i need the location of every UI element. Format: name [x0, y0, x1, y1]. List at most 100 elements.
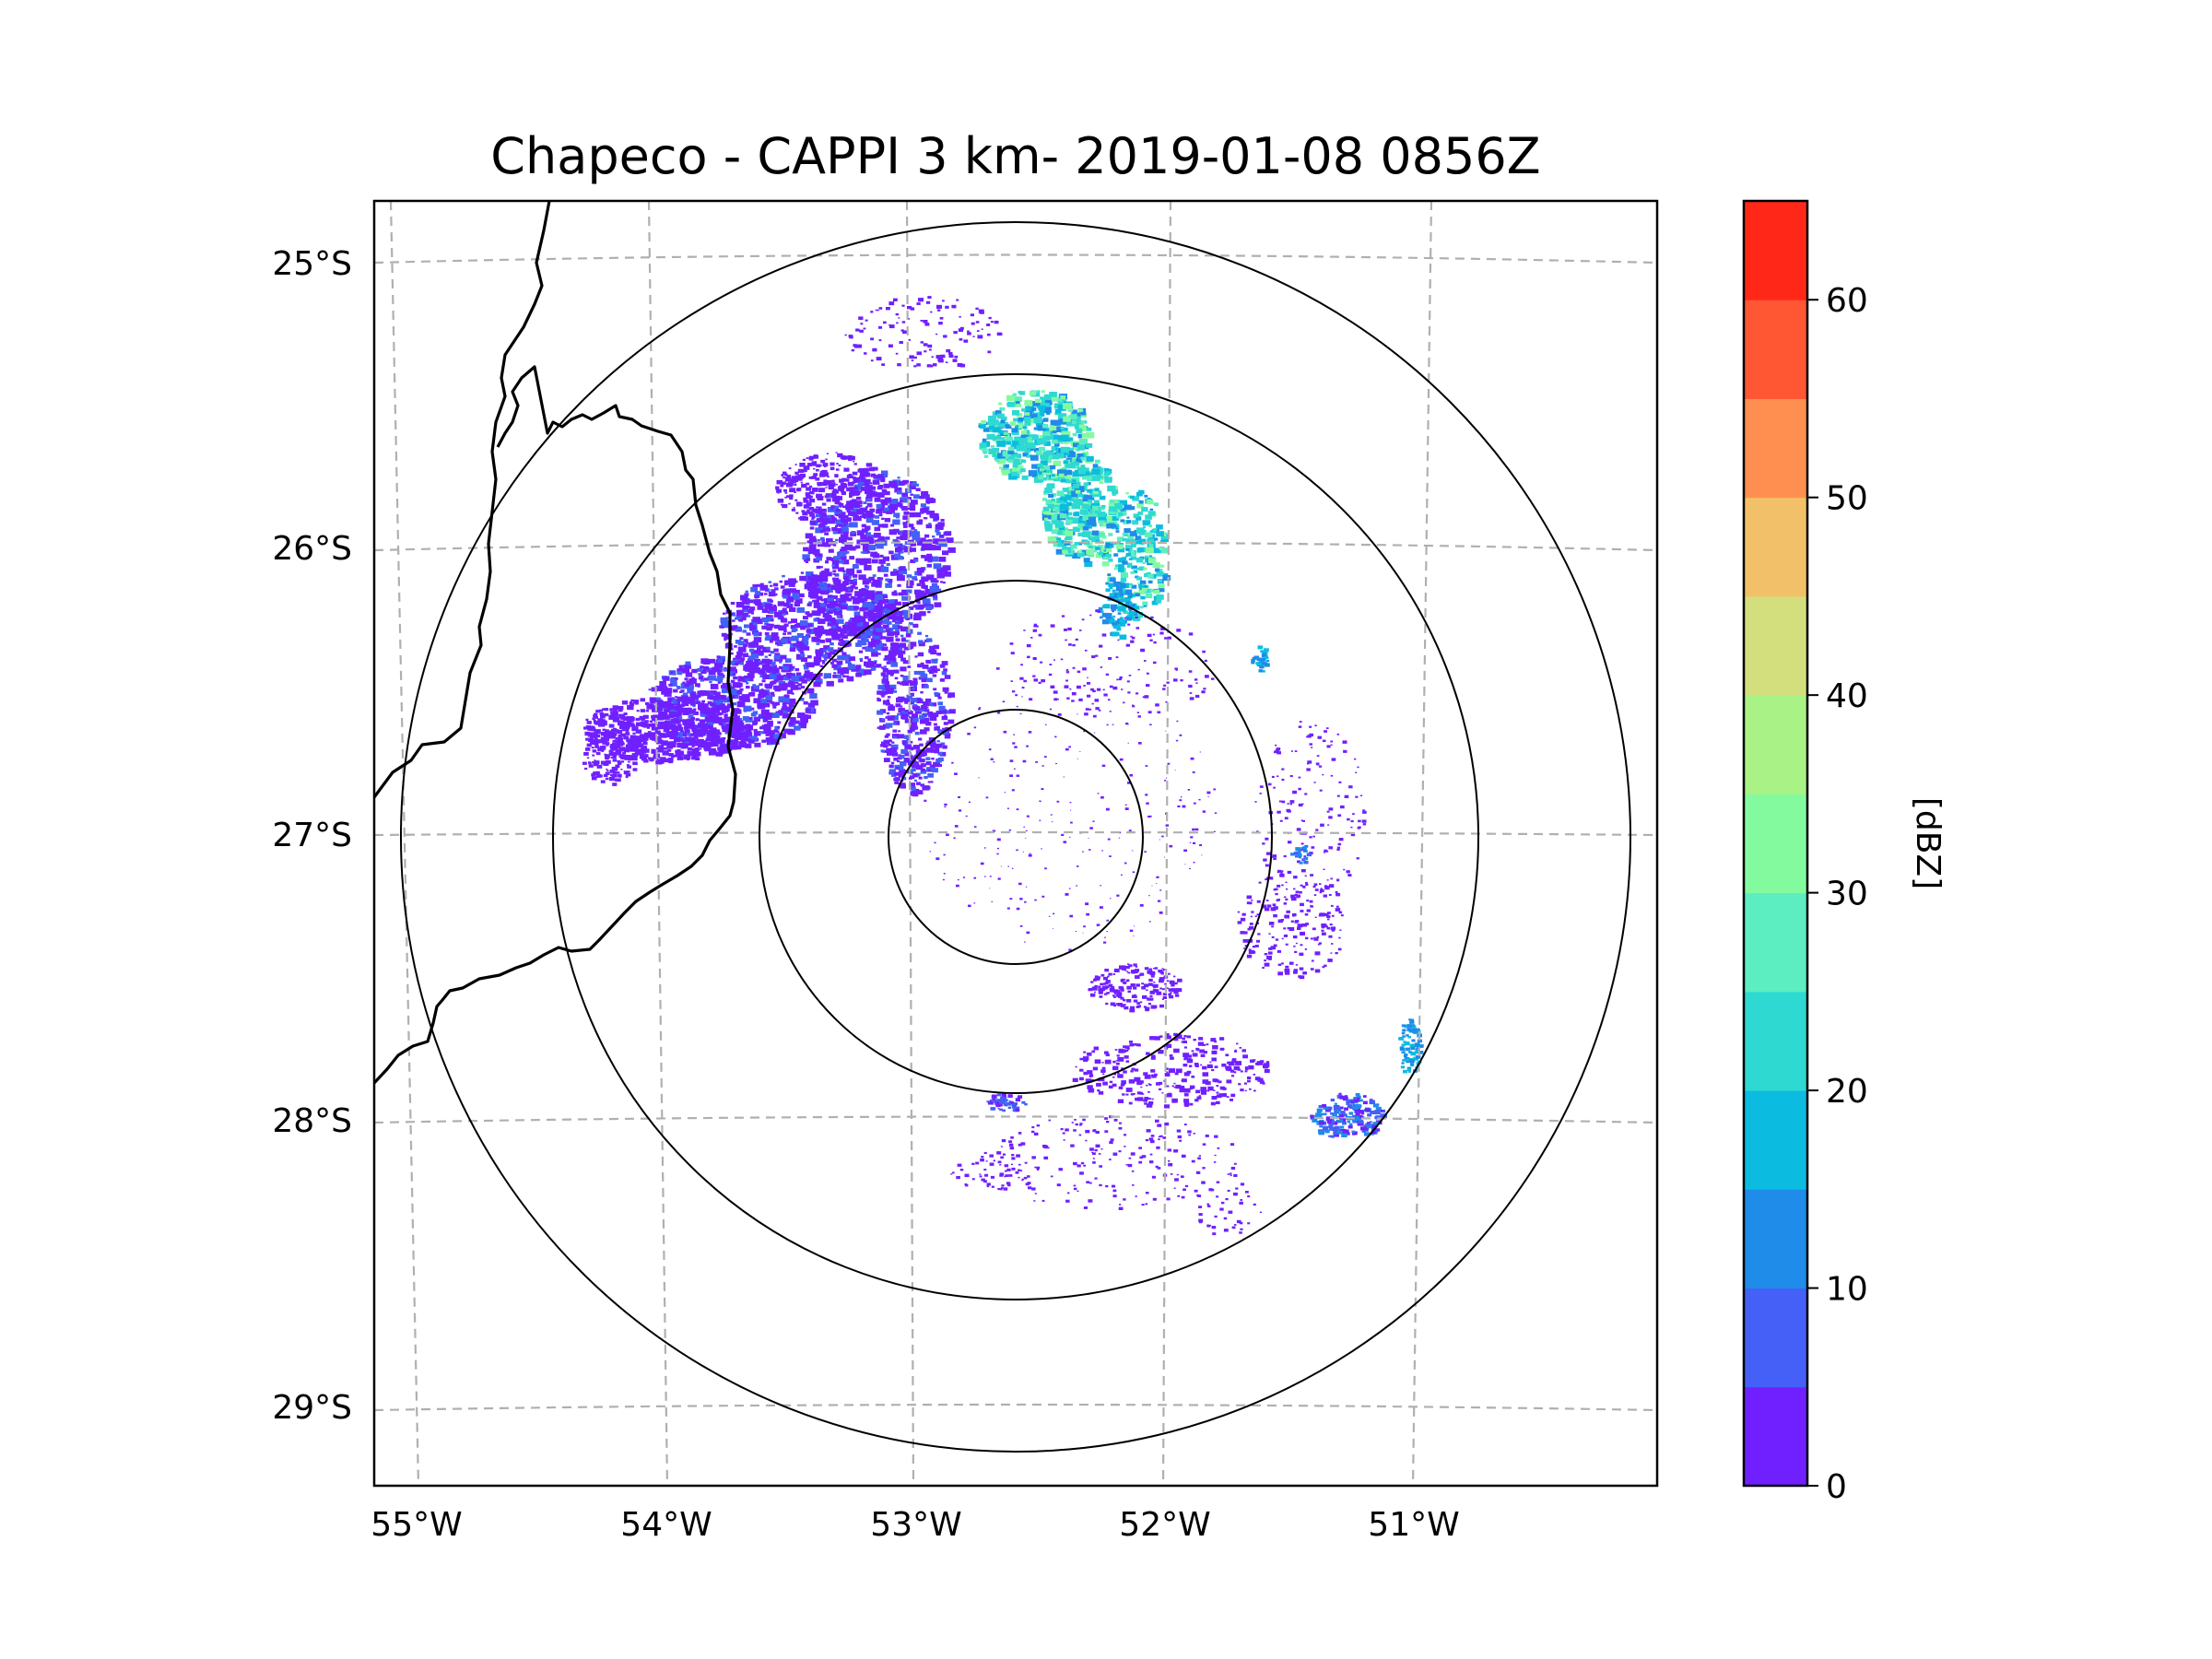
radar-echo-pixel	[1200, 1064, 1203, 1066]
radar-echo-pixel	[888, 324, 895, 329]
radar-echo-pixel	[996, 441, 1006, 447]
radar-echo-pixel	[824, 578, 828, 581]
radar-echo-pixel	[748, 599, 754, 604]
radar-echo-pixel	[918, 752, 925, 757]
radar-echo-pixel	[766, 715, 772, 720]
radar-echo-pixel	[730, 653, 734, 655]
radar-echo-pixel	[928, 649, 935, 653]
radar-echo-pixel	[844, 334, 847, 336]
radar-echo-pixel	[819, 665, 824, 667]
radar-echo-pixel	[799, 463, 806, 467]
radar-echo-pixel	[867, 641, 877, 648]
radar-echo-pixel	[1109, 586, 1113, 590]
radar-echo-pixel	[1095, 547, 1100, 550]
radar-echo-pixel	[940, 519, 945, 522]
radar-echo-pixel	[623, 712, 628, 716]
radar-echo-pixel	[823, 520, 828, 524]
radar-echo-pixel	[956, 884, 959, 888]
radar-echo-pixel	[1126, 971, 1129, 972]
radar-echo-pixel	[907, 644, 914, 649]
radar-echo-pixel	[1153, 982, 1156, 983]
radar-echo-pixel	[900, 657, 906, 662]
radar-echo-pixel	[594, 745, 600, 748]
radar-echo-pixel	[875, 650, 878, 653]
radar-echo-pixel	[1147, 815, 1151, 818]
radar-echo-pixel	[895, 638, 900, 641]
radar-echo-pixel	[758, 592, 764, 596]
radar-echo-pixel	[1147, 997, 1151, 1001]
radar-echo-pixel	[1021, 459, 1027, 464]
radar-echo-pixel	[682, 719, 688, 723]
radar-echo-pixel	[878, 485, 884, 488]
radar-echo-pixel	[824, 465, 827, 468]
radar-echo-pixel	[883, 739, 890, 745]
radar-echo-pixel	[920, 320, 924, 322]
radar-echo-pixel	[704, 710, 710, 714]
radar-echo-pixel	[929, 764, 935, 769]
radar-echo-pixel	[975, 321, 980, 324]
radar-echo-pixel	[672, 699, 679, 704]
radar-echo-pixel	[891, 619, 896, 622]
radar-echo-pixel	[737, 646, 747, 653]
radar-echo-pixel	[1149, 724, 1152, 726]
radar-echo-pixel	[746, 682, 749, 685]
radar-echo-pixel	[998, 402, 1003, 406]
radar-echo-pixel	[1005, 424, 1012, 429]
radar-echo-pixel	[1121, 580, 1124, 582]
radar-echo-pixel	[681, 739, 686, 743]
radar-echo-pixel	[817, 541, 825, 547]
radar-echo-pixel	[627, 765, 631, 769]
radar-echo-pixel	[947, 733, 951, 736]
radar-echo-pixel	[1144, 967, 1149, 971]
radar-echo-pixel	[847, 536, 853, 541]
radar-echo-pixel	[743, 705, 752, 712]
radar-echo-pixel	[1127, 495, 1132, 499]
radar-echo-pixel	[831, 577, 836, 580]
radar-echo-pixel	[1043, 394, 1053, 401]
radar-echo-pixel	[700, 723, 709, 729]
radar-echo-pixel	[868, 467, 875, 472]
radar-echo-pixel	[857, 622, 864, 627]
radar-echo-pixel	[886, 307, 890, 311]
radar-echo-pixel	[841, 519, 846, 523]
radar-echo-pixel	[612, 747, 618, 751]
radar-echo-pixel	[605, 742, 610, 746]
radar-echo-pixel	[1132, 994, 1136, 998]
radar-echo-pixel	[645, 710, 650, 712]
radar-echo-pixel	[743, 679, 747, 683]
radar-echo-pixel	[935, 529, 940, 533]
radar-echo-pixel	[806, 558, 811, 561]
radar-echo-pixel	[1078, 438, 1088, 445]
radar-echo-pixel	[810, 580, 818, 585]
radar-echo-pixel	[807, 511, 813, 514]
radar-echo-pixel	[870, 486, 877, 490]
radar-echo-pixel	[742, 724, 748, 729]
radar-echo-pixel	[588, 764, 594, 768]
radar-echo-pixel	[824, 617, 831, 622]
radar-echo-pixel	[761, 679, 766, 683]
radar-echo-pixel	[631, 726, 639, 732]
radar-echo-pixel	[609, 730, 613, 733]
radar-echo-pixel	[839, 502, 844, 507]
radar-echo-pixel	[1115, 524, 1119, 526]
radar-echo-pixel	[888, 581, 892, 583]
radar-echo-pixel	[883, 643, 887, 646]
radar-echo-pixel	[1041, 477, 1047, 481]
radar-echo-pixel	[853, 665, 860, 671]
radar-echo-pixel	[931, 702, 937, 707]
radar-echo-pixel	[1007, 454, 1015, 460]
radar-echo-pixel	[790, 478, 796, 483]
radar-echo-pixel	[1016, 849, 1018, 852]
radar-echo-pixel	[1034, 390, 1039, 394]
radar-echo-pixel	[1011, 428, 1018, 433]
radar-echo-pixel	[1088, 838, 1089, 839]
radar-echo-pixel	[879, 691, 887, 696]
radar-echo-pixel	[1012, 464, 1018, 468]
radar-echo-pixel	[734, 645, 737, 648]
radar-echo-pixel	[1066, 489, 1074, 496]
radar-echo-pixel	[801, 686, 806, 688]
radar-echo-pixel	[1132, 871, 1135, 874]
radar-echo-pixel	[1143, 604, 1147, 607]
radar-echo-pixel	[992, 830, 995, 832]
radar-echo-pixel	[1192, 771, 1195, 773]
